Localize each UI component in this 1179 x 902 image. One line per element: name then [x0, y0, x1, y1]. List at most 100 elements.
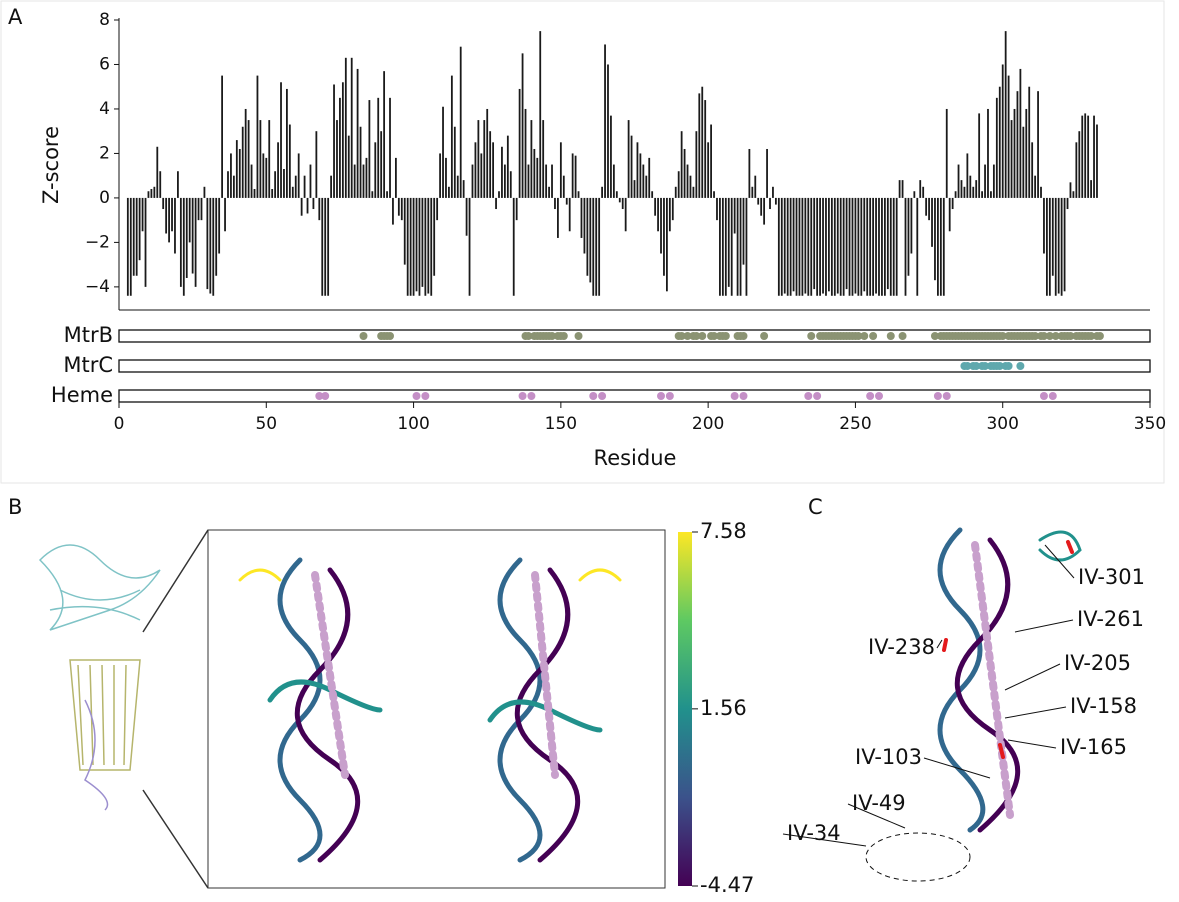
track-dot [972, 362, 981, 370]
bar [892, 197, 895, 296]
bar [937, 197, 939, 296]
bar [377, 97, 380, 198]
track-dot [598, 392, 607, 400]
bar [624, 197, 627, 232]
bar [663, 197, 665, 276]
bar [380, 131, 383, 198]
bar [630, 135, 633, 198]
bar [506, 135, 509, 198]
track-dot [710, 332, 719, 340]
bar [1010, 120, 1013, 198]
track-dot [1039, 392, 1048, 400]
track-dot [886, 332, 895, 340]
track-dot [930, 332, 939, 340]
bar [330, 175, 332, 198]
track-dot [963, 362, 972, 370]
bar [954, 191, 957, 198]
bar [1084, 113, 1087, 198]
bar [592, 197, 595, 296]
annotation: IV-205 [1064, 651, 1131, 675]
bar [960, 180, 963, 198]
bar [698, 93, 701, 198]
bar [1096, 124, 1098, 198]
bar [439, 153, 441, 198]
bar [627, 120, 630, 198]
track-dot [813, 392, 822, 400]
bar [159, 171, 162, 198]
bar [701, 86, 704, 198]
bar [129, 197, 132, 296]
bar [580, 197, 583, 238]
bar [168, 197, 170, 243]
bar [171, 197, 173, 232]
track-dot [981, 362, 990, 370]
y-tick-label: 0 [99, 188, 110, 208]
bar [383, 71, 386, 198]
missing-region [865, 832, 971, 882]
bar [527, 164, 530, 198]
structure-overview [38, 529, 209, 889]
leader-line [1007, 739, 1057, 749]
x-tick-label: 200 [692, 414, 724, 434]
bar [1054, 197, 1057, 296]
track-dot [1039, 332, 1048, 340]
bar [227, 171, 229, 198]
bar [598, 197, 601, 296]
bar [218, 197, 221, 254]
bar [595, 197, 598, 296]
bar [839, 197, 842, 296]
leader-line [936, 639, 943, 649]
annotation: IV-34 [787, 821, 841, 845]
bar [489, 131, 492, 198]
track-dot [933, 392, 942, 400]
bar [536, 157, 539, 198]
bar [486, 108, 489, 198]
bar [883, 197, 886, 296]
structure-zoom [238, 557, 622, 863]
bar [188, 197, 191, 243]
bar [448, 186, 450, 198]
bar [209, 197, 212, 294]
bar [1007, 75, 1010, 198]
track-dot [421, 392, 430, 400]
bar [692, 186, 695, 198]
bar [300, 197, 303, 216]
track-dot [804, 392, 813, 400]
bar [238, 148, 241, 198]
bar [515, 197, 518, 221]
track-dot [559, 332, 568, 340]
bar [483, 120, 486, 198]
bar [583, 197, 586, 254]
bar [359, 126, 362, 198]
bar [860, 197, 863, 296]
colorbar-tick-label: -4.47 [700, 873, 754, 897]
track-dot [1045, 332, 1054, 340]
bar [271, 189, 274, 198]
bar [430, 197, 433, 296]
bar [1004, 31, 1007, 198]
bar [498, 191, 500, 198]
bar [1016, 91, 1019, 198]
bar [286, 88, 288, 198]
bar [241, 126, 244, 198]
track-dot [1004, 362, 1013, 370]
track-dot [1095, 332, 1104, 340]
bar [680, 131, 683, 198]
bar [948, 197, 951, 232]
bar [126, 197, 129, 296]
bar [639, 153, 642, 198]
track-dot [942, 392, 951, 400]
bar [677, 171, 680, 198]
bar [607, 64, 609, 198]
bar [889, 197, 892, 296]
bar [153, 186, 156, 198]
bar [565, 197, 568, 205]
bar [559, 142, 562, 198]
bar [1046, 197, 1048, 296]
bar [798, 197, 801, 296]
bar [306, 197, 309, 214]
colorbar-tick-label: 7.58 [700, 519, 747, 543]
bar [816, 197, 819, 296]
bar [557, 197, 559, 238]
bar [459, 46, 462, 198]
